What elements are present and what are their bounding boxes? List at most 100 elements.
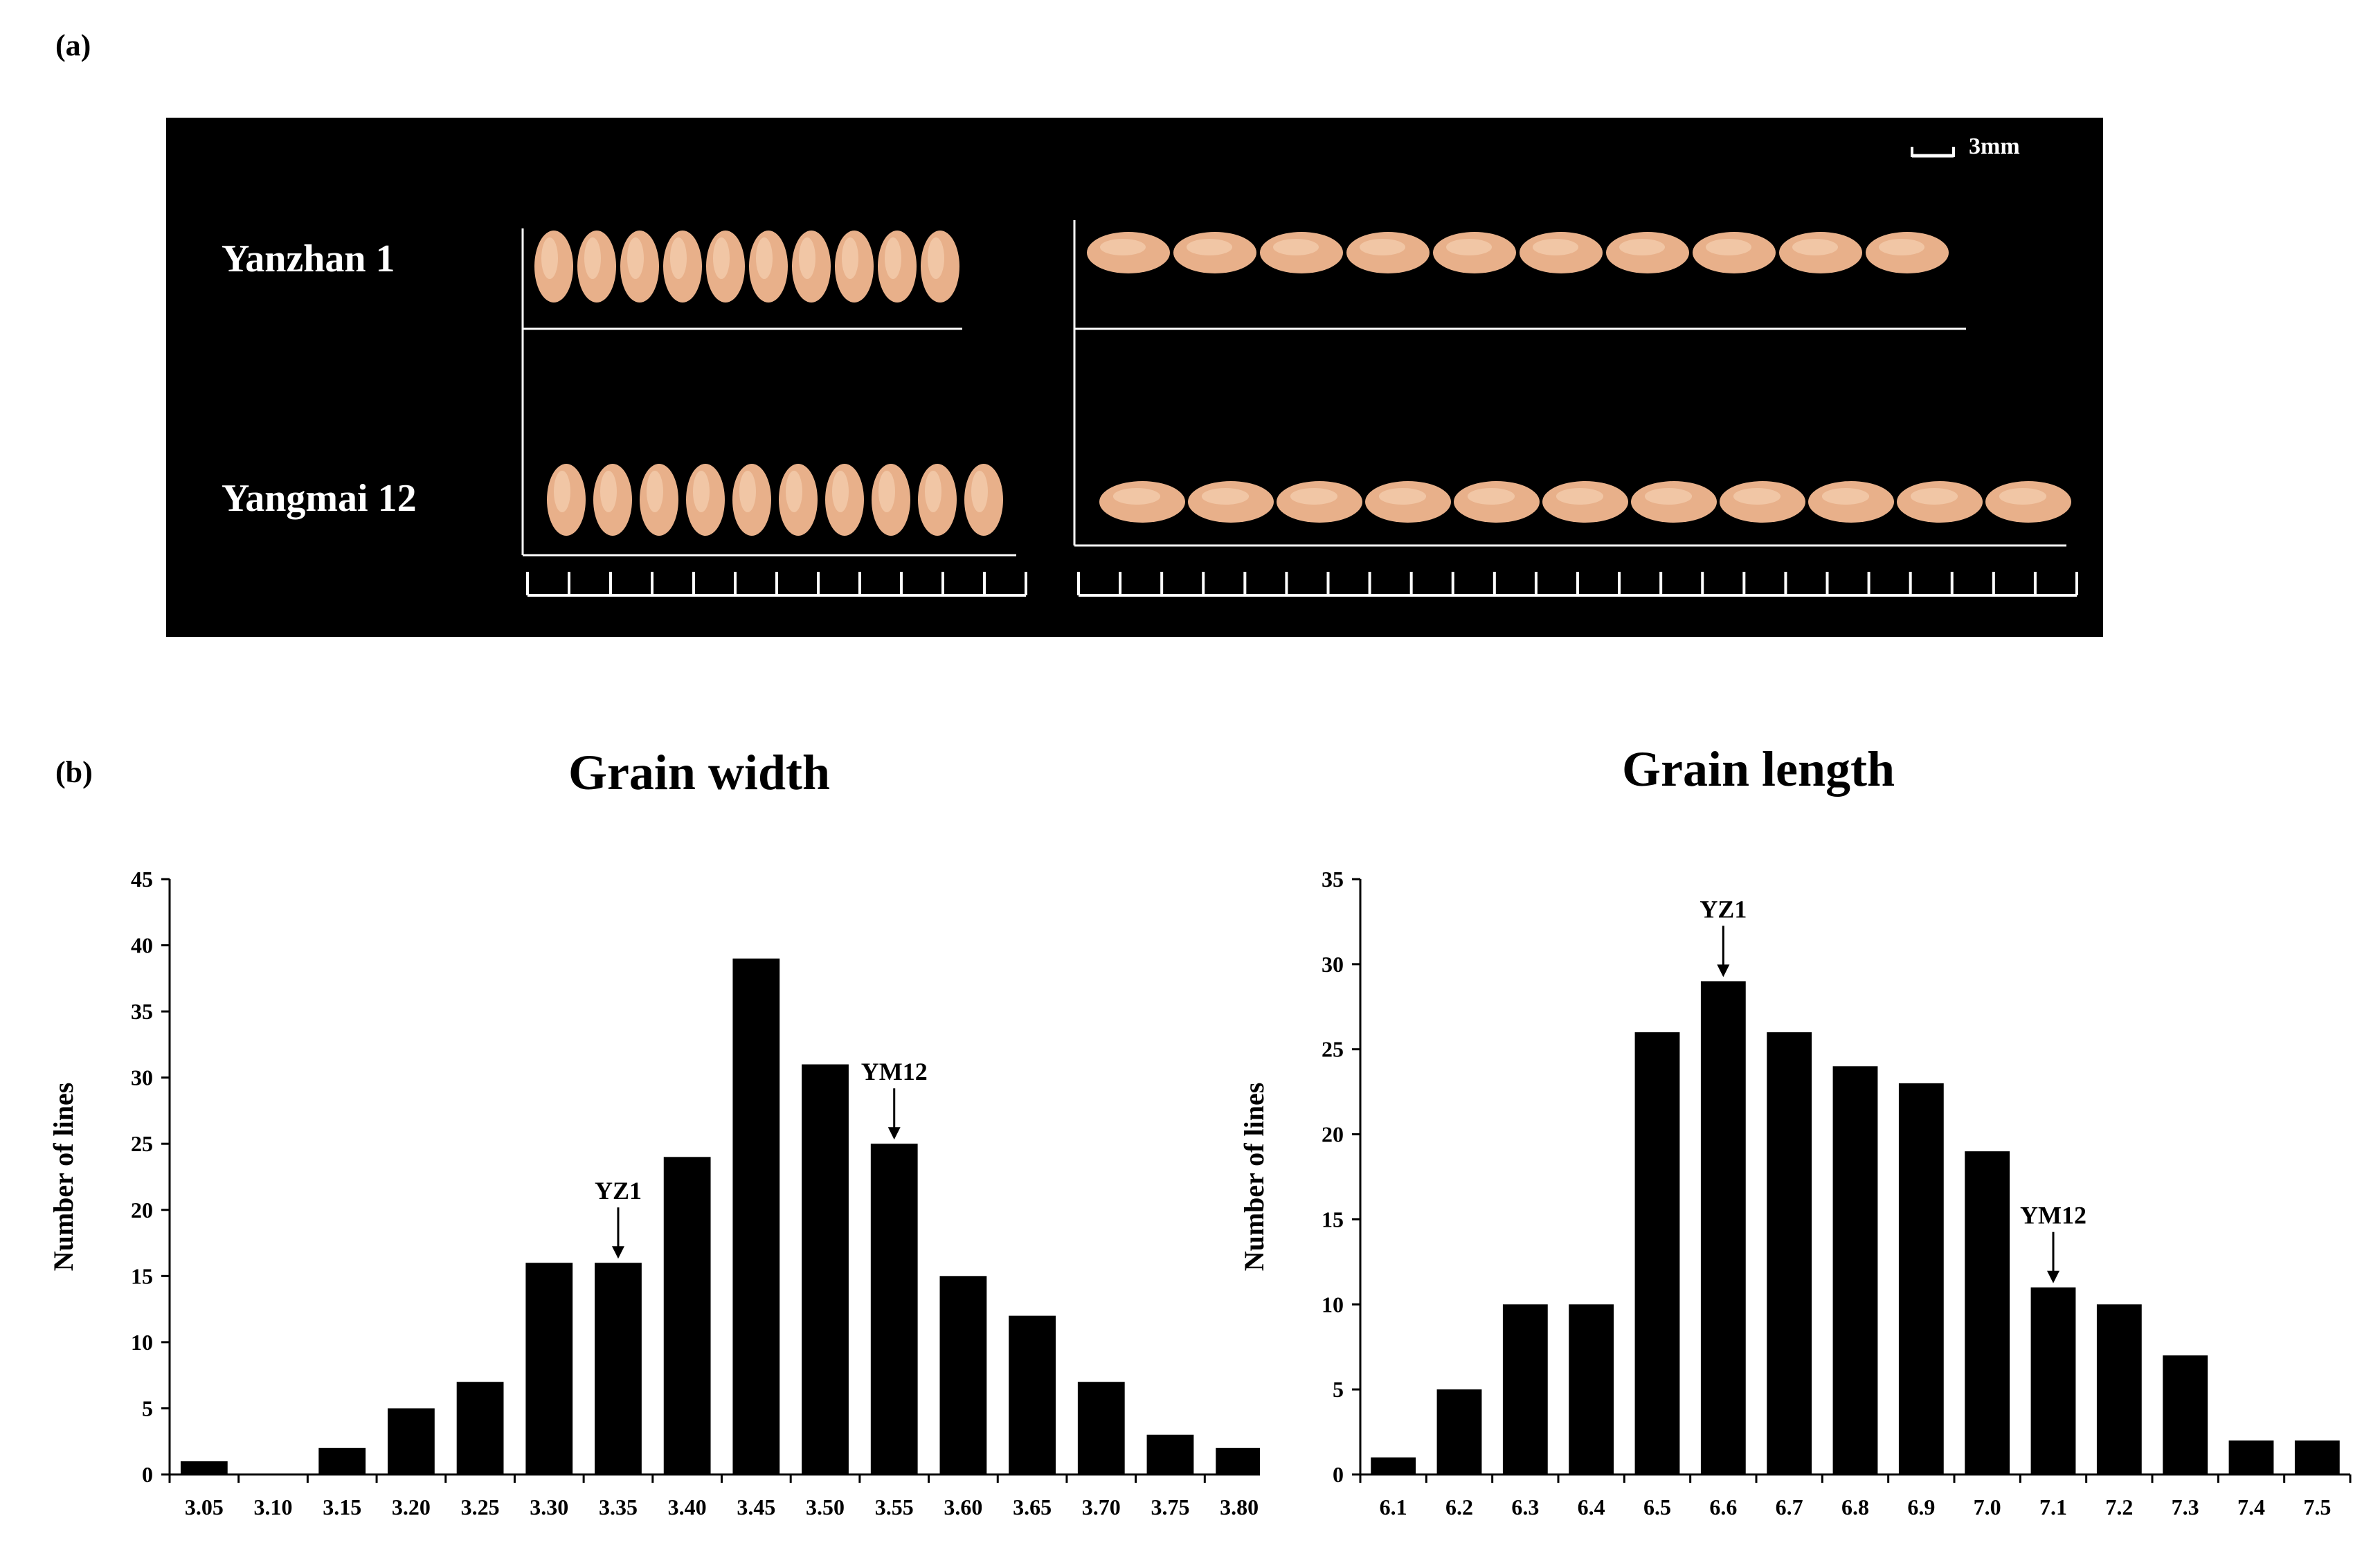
- y-tick-label: 40: [131, 933, 153, 958]
- bar: [939, 1276, 987, 1474]
- bar: [1898, 1083, 1944, 1474]
- x-tick-label: 3.70: [1082, 1495, 1121, 1519]
- x-tick-label: 6.1: [1380, 1495, 1407, 1519]
- bar: [1146, 1434, 1194, 1474]
- annotation-label: YM12: [861, 1058, 928, 1085]
- y-tick-label: 25: [131, 1131, 153, 1156]
- x-tick-label: 3.50: [806, 1495, 845, 1519]
- bar: [870, 1144, 918, 1474]
- x-tick-label: 3.75: [1151, 1495, 1189, 1519]
- x-tick-label: 7.3: [2172, 1495, 2199, 1519]
- x-tick-label: 6.8: [1841, 1495, 1869, 1519]
- x-tick-label: 3.60: [944, 1495, 982, 1519]
- y-tick-label: 45: [131, 867, 153, 892]
- bar: [1216, 1447, 1260, 1474]
- y-tick-label: 20: [1322, 1122, 1344, 1147]
- bar: [663, 1157, 711, 1474]
- annotation-label: YZ1: [595, 1177, 642, 1204]
- variety-label-2: Yangmai 12: [222, 477, 417, 520]
- x-tick-label: 7.4: [2237, 1495, 2265, 1519]
- y-tick-label: 35: [131, 999, 153, 1024]
- bar: [2030, 1287, 2076, 1474]
- bar: [1077, 1382, 1125, 1474]
- x-tick-label: 3.55: [875, 1495, 914, 1519]
- x-tick-label: 6.3: [1511, 1495, 1539, 1519]
- x-tick-label: 3.05: [185, 1495, 224, 1519]
- annotation-arrowhead: [887, 1127, 901, 1140]
- y-tick-label: 15: [131, 1263, 153, 1288]
- bar: [1436, 1389, 1482, 1474]
- bar: [802, 1064, 849, 1474]
- x-tick-label: 7.2: [2105, 1495, 2133, 1519]
- bar: [1767, 1032, 1812, 1474]
- bar: [2096, 1304, 2142, 1474]
- bar: [456, 1382, 504, 1474]
- bar: [1634, 1032, 1680, 1474]
- y-tick-label: 5: [142, 1396, 153, 1420]
- x-tick-label: 7.5: [2303, 1495, 2331, 1519]
- scale-bar-label: 3mm: [1969, 134, 2020, 159]
- bar: [1700, 981, 1746, 1474]
- y-tick-label: 35: [1322, 867, 1344, 892]
- x-tick-label: 3.80: [1220, 1495, 1259, 1519]
- x-tick-label: 6.9: [1907, 1495, 1935, 1519]
- x-tick-label: 3.30: [530, 1495, 568, 1519]
- x-tick-label: 6.4: [1578, 1495, 1605, 1519]
- annotation-arrowhead: [2047, 1270, 2059, 1283]
- bar: [1371, 1457, 1416, 1474]
- bar: [2163, 1355, 2208, 1474]
- annotation-arrowhead: [1717, 964, 1730, 977]
- bar: [388, 1408, 435, 1474]
- y-axis-label: Number of lines: [48, 1083, 79, 1272]
- y-tick-label: 25: [1322, 1037, 1344, 1062]
- x-tick-label: 3.35: [599, 1495, 638, 1519]
- bar: [1502, 1304, 1548, 1474]
- y-tick-label: 15: [1322, 1207, 1344, 1231]
- panel-label-a: (a): [55, 28, 91, 62]
- x-tick-label: 3.10: [254, 1495, 293, 1519]
- bar: [1965, 1151, 2010, 1474]
- y-tick-label: 10: [1322, 1292, 1344, 1317]
- chart-title-grain-width: Grain width: [568, 745, 831, 800]
- bar: [180, 1461, 228, 1474]
- x-tick-label: 6.7: [1776, 1495, 1803, 1519]
- x-tick-label: 6.5: [1643, 1495, 1671, 1519]
- annotation-arrowhead: [611, 1246, 624, 1259]
- bar: [1569, 1304, 1614, 1474]
- variety-label-1: Yanzhan 1: [222, 237, 395, 280]
- y-tick-label: 10: [131, 1330, 153, 1355]
- grain-rows: [521, 220, 2078, 597]
- x-tick-label: 3.65: [1013, 1495, 1052, 1519]
- bar: [2228, 1440, 2274, 1474]
- panel-label-b: (b): [55, 755, 93, 789]
- x-tick-label: 3.20: [392, 1495, 431, 1519]
- x-tick-label: 3.15: [323, 1495, 361, 1519]
- grain-photo: Yanzhan 1 Yangmai 12 3mm: [166, 118, 2103, 637]
- y-tick-label: 5: [1333, 1377, 1344, 1402]
- bar: [595, 1263, 642, 1474]
- bar: [318, 1447, 366, 1474]
- x-tick-label: 3.40: [668, 1495, 707, 1519]
- x-tick-label: 3.25: [461, 1495, 500, 1519]
- y-tick-label: 0: [142, 1462, 153, 1487]
- x-tick-label: 3.45: [737, 1495, 775, 1519]
- y-tick-label: 30: [1322, 952, 1344, 977]
- x-tick-label: 6.2: [1445, 1495, 1473, 1519]
- grain-width-chart: 0 5 10 15 20 25 30 35 40 45 Number of lines 3.05 3.1…: [48, 867, 1260, 1519]
- y-tick-label: 30: [131, 1065, 153, 1090]
- y-tick-label: 20: [131, 1198, 153, 1222]
- bar: [1832, 1066, 1878, 1474]
- x-tick-label: 6.6: [1709, 1495, 1737, 1519]
- x-tick-label: 7.0: [1974, 1495, 2001, 1519]
- grain-length-chart: 0 5 10 15 20 25 30 35 Number of lines 6.1 6.2 6.3 6.…: [1239, 867, 2352, 1519]
- bar: [525, 1263, 573, 1474]
- bar: [2294, 1440, 2340, 1474]
- annotation-label: YM12: [2020, 1202, 2086, 1229]
- x-tick-label: 7.1: [2039, 1495, 2067, 1519]
- bar: [1009, 1315, 1056, 1474]
- y-axis-label: Number of lines: [1239, 1083, 1270, 1272]
- y-tick-label: 0: [1333, 1462, 1344, 1487]
- annotation-label: YZ1: [1700, 895, 1747, 923]
- bar: [732, 958, 780, 1474]
- chart-title-grain-length: Grain length: [1621, 741, 1895, 797]
